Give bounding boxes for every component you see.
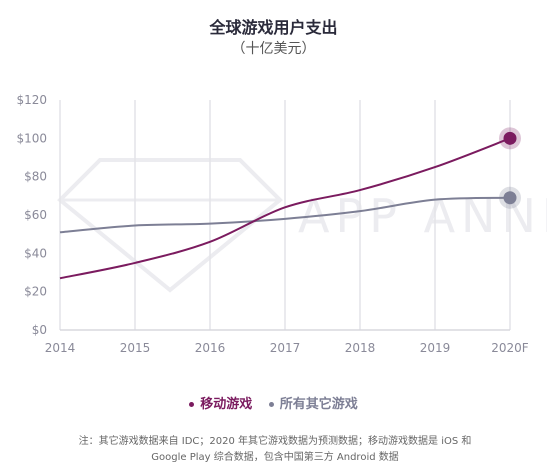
legend-label-mobile: 移动游戏 bbox=[200, 397, 253, 412]
x-tick-label: 2015 bbox=[120, 341, 151, 355]
footnote-line-2: Google Play 综合数据，包含中国第三方 Android 数据 bbox=[151, 452, 399, 463]
legend-label-other: 所有其它游戏 bbox=[279, 397, 358, 412]
legend-item-other: 所有其它游戏 bbox=[268, 393, 358, 412]
x-tick-label: 2018 bbox=[345, 341, 376, 355]
legend-dot-mobile bbox=[189, 402, 195, 407]
chart-title: 全球游戏用户支出 bbox=[209, 18, 338, 37]
grid-lines bbox=[59, 100, 511, 330]
y-axis-ticks: $0 $20 $40 $60 $80 $100 $120 bbox=[16, 93, 47, 337]
y-tick-label: $100 bbox=[16, 131, 47, 145]
app-annie-watermark: APP ANNIE bbox=[57, 158, 547, 293]
series-line-0 bbox=[59, 137, 511, 280]
x-tick-label: 2020F bbox=[491, 341, 529, 355]
legend-dot-other bbox=[268, 402, 274, 407]
footnote: 注：其它游戏数据来自 IDC；2020 年其它游戏数据为预测数据；移动游戏数据是… bbox=[60, 434, 490, 466]
y-tick-label: $0 bbox=[32, 323, 47, 337]
x-tick-label: 2019 bbox=[420, 341, 451, 355]
series-end-markers bbox=[499, 127, 521, 209]
x-tick-label: 2017 bbox=[270, 341, 301, 355]
x-axis-ticks: 2014 2015 2016 2017 2018 2019 2020F bbox=[45, 341, 529, 355]
legend-item-mobile: 移动游戏 bbox=[189, 393, 252, 412]
watermark-gem-outline bbox=[57, 158, 283, 293]
y-tick-label: $80 bbox=[24, 170, 47, 184]
y-tick-label: $20 bbox=[24, 285, 47, 299]
y-tick-label: $40 bbox=[24, 246, 47, 260]
line-chart: APP ANNIE $0$20$40$60$80$100$120 2014201… bbox=[16, 93, 547, 355]
x-tick-label: 2014 bbox=[45, 341, 76, 355]
legend: 移动游戏 所有其它游戏 bbox=[0, 393, 547, 412]
series-line-1 bbox=[59, 196, 511, 234]
chart-subtitle: （十亿美元） bbox=[231, 41, 316, 57]
end-marker-0 bbox=[503, 131, 517, 145]
end-marker-1 bbox=[503, 191, 517, 205]
series-lines bbox=[59, 137, 511, 280]
footnote-line-1: 注：其它游戏数据来自 IDC；2020 年其它游戏数据为预测数据；移动游戏数据是… bbox=[78, 436, 472, 447]
y-tick-label: $60 bbox=[24, 208, 47, 222]
y-tick-label: $120 bbox=[16, 93, 47, 107]
x-tick-label: 2016 bbox=[195, 341, 226, 355]
